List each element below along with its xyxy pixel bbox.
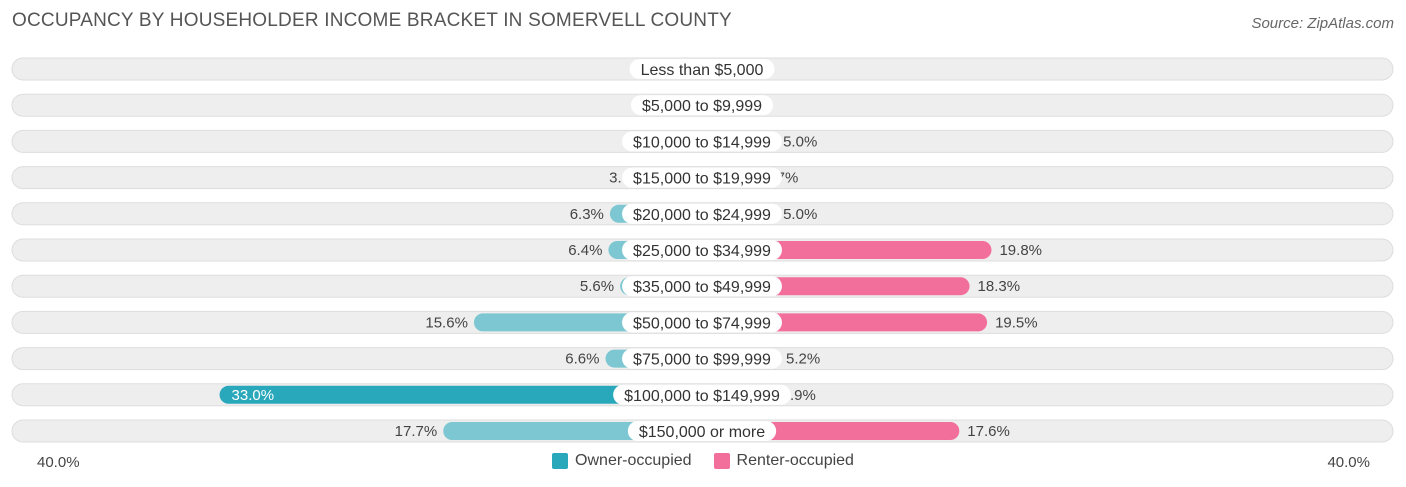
legend-renter-swatch (713, 453, 730, 469)
owner-value-label: 17.7% (395, 423, 438, 440)
renter-value-label: 19.8% (999, 242, 1042, 259)
legend-owner[interactable]: Owner-occupied (552, 452, 692, 470)
owner-value-label: 5.6% (580, 278, 614, 295)
renter-value-label: 18.3% (978, 278, 1021, 295)
owner-value-label: 33.0% (232, 387, 275, 404)
category-label: $50,000 to $74,999 (633, 315, 771, 332)
category-pill (622, 348, 782, 369)
category-pill (622, 203, 782, 224)
category-pill (627, 421, 777, 441)
category-label: $100,000 to $149,999 (624, 388, 780, 405)
category-pill (613, 384, 791, 405)
category-label: $150,000 or more (639, 424, 765, 441)
category-pill (629, 59, 775, 79)
owner-value-label: 6.4% (568, 242, 602, 259)
legend-owner-swatch (552, 453, 569, 469)
category-pill (622, 312, 782, 333)
renter-value-label: 17.6% (967, 423, 1010, 440)
source-label: Source: ZipAtlas.com (1251, 15, 1394, 32)
category-pill (630, 95, 774, 116)
category-label: $35,000 to $49,999 (633, 279, 771, 296)
renter-value-label: 5.2% (786, 351, 820, 368)
owner-value-label: 6.3% (570, 206, 604, 223)
axis-left-label: 40.0% (37, 454, 80, 471)
category-label: $5,000 to $9,999 (642, 98, 762, 115)
category-pill (622, 276, 782, 297)
category-label: $20,000 to $24,999 (633, 207, 771, 224)
category-pill (622, 131, 782, 152)
renter-value-label: 5.0% (783, 206, 817, 223)
category-pill (622, 167, 782, 188)
legend: Owner-occupied Renter-occupied (0, 452, 1406, 470)
category-pill (622, 240, 782, 260)
chart-title: OCCUPANCY BY HOUSEHOLDER INCOME BRACKET … (12, 10, 732, 31)
legend-owner-label: Owner-occupied (575, 452, 692, 469)
owner-bar (219, 385, 703, 404)
owner-value-label: 6.6% (565, 351, 599, 368)
renter-value-label: 5.0% (783, 133, 817, 150)
category-label: $75,000 to $99,999 (633, 352, 771, 369)
owner-value-label: 15.6% (425, 314, 468, 331)
category-label: $10,000 to $14,999 (633, 134, 771, 151)
axis-right-label: 40.0% (1327, 454, 1370, 471)
legend-renter[interactable]: Renter-occupied (713, 452, 854, 470)
category-label: $15,000 to $19,999 (633, 171, 771, 188)
renter-value-label: 19.5% (995, 314, 1038, 331)
category-label: Less than $5,000 (641, 62, 764, 79)
category-label: $25,000 to $34,999 (633, 243, 771, 260)
renter-value-label: 4.9% (782, 387, 816, 404)
legend-renter-label: Renter-occupied (736, 452, 854, 469)
